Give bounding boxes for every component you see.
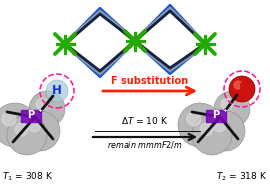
Text: $\Delta T$ = 10 K: $\Delta T$ = 10 K bbox=[121, 115, 169, 126]
Text: P: P bbox=[212, 110, 220, 120]
Circle shape bbox=[28, 119, 41, 132]
Circle shape bbox=[29, 91, 65, 127]
Circle shape bbox=[46, 80, 68, 102]
Text: P: P bbox=[28, 110, 35, 120]
Circle shape bbox=[200, 123, 213, 136]
Bar bbox=[21, 110, 41, 122]
Circle shape bbox=[36, 98, 48, 110]
Circle shape bbox=[234, 81, 242, 89]
Circle shape bbox=[178, 103, 222, 147]
Circle shape bbox=[205, 111, 245, 151]
Text: $T_1$ = 308 K: $T_1$ = 308 K bbox=[2, 171, 53, 183]
Text: H: H bbox=[52, 84, 62, 97]
Circle shape bbox=[229, 76, 255, 102]
Circle shape bbox=[213, 119, 226, 132]
Circle shape bbox=[20, 111, 60, 151]
Circle shape bbox=[7, 115, 47, 155]
Text: +: + bbox=[37, 108, 43, 114]
Circle shape bbox=[221, 98, 233, 110]
Circle shape bbox=[2, 112, 16, 126]
Circle shape bbox=[15, 123, 28, 136]
Circle shape bbox=[0, 103, 37, 147]
Bar bbox=[206, 110, 226, 122]
Text: F: F bbox=[239, 81, 247, 94]
Text: $T_2$ = 318 K: $T_2$ = 318 K bbox=[217, 171, 268, 183]
Text: remain $mmmF2/m$: remain $mmmF2/m$ bbox=[107, 139, 183, 150]
Text: F substitution: F substitution bbox=[112, 76, 188, 86]
Text: +: + bbox=[222, 108, 228, 114]
Circle shape bbox=[187, 112, 201, 126]
Circle shape bbox=[214, 91, 250, 127]
Circle shape bbox=[192, 115, 232, 155]
